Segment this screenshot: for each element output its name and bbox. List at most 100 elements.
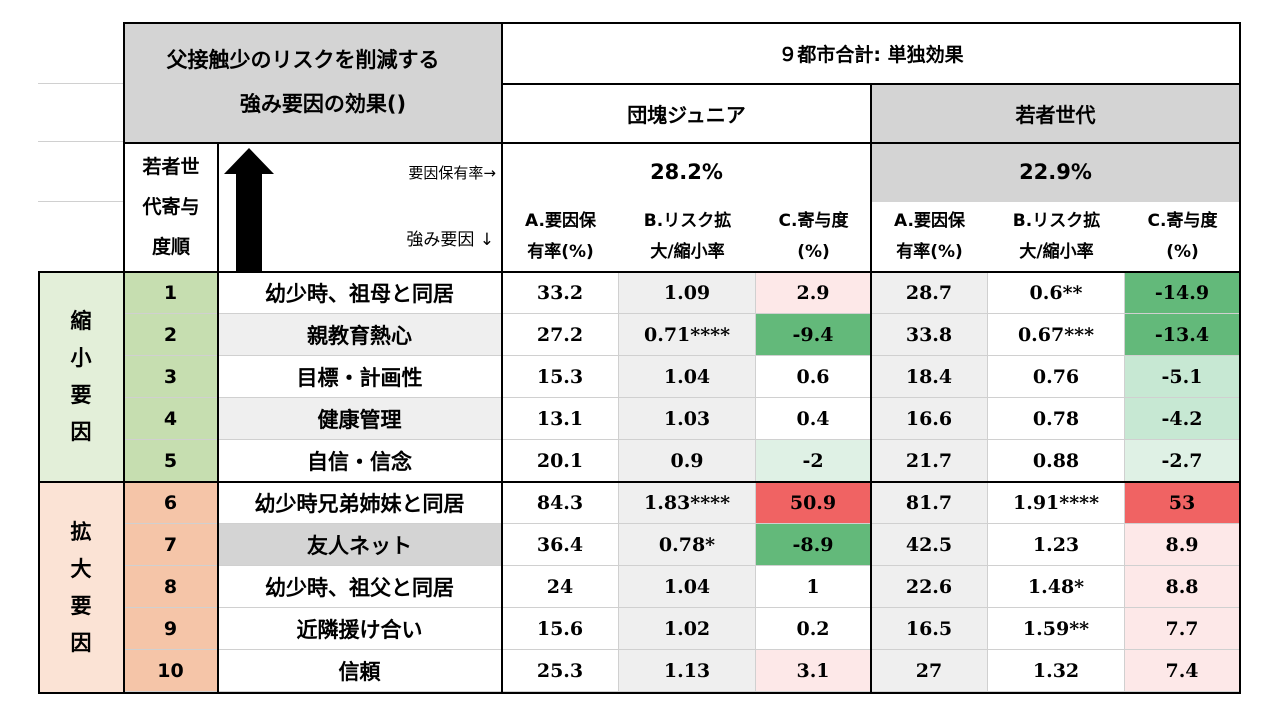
factor-name-cell: 幼少時兄弟姉妹と同居 [218, 482, 502, 524]
rank-cell: 4 [124, 398, 218, 440]
value-cell-b2: 0.76 [988, 356, 1125, 398]
value-cell-c1: -9.4 [756, 314, 871, 356]
reduce-factors-label: 縮 小 要 因 [38, 272, 124, 482]
value-cell-c2: -14.9 [1125, 272, 1240, 314]
value-cell-a1: 25.3 [502, 650, 619, 692]
value-cell-c2: -2.7 [1125, 440, 1240, 482]
possession-rate-young: 22.9% [871, 142, 1240, 202]
rank-cell: 1 [124, 272, 218, 314]
expand-factors-label: 拡 大 要 因 [38, 482, 124, 693]
rank-header-line-2: 代寄与 [142, 196, 200, 218]
blank-cell [38, 142, 124, 202]
value-cell-c1: 0.2 [756, 608, 871, 650]
expand-label-char: 因 [70, 630, 92, 655]
rank-cell: 10 [124, 650, 218, 692]
value-cell-c2: -5.1 [1125, 356, 1240, 398]
blank-cell [38, 202, 124, 272]
group-header-young: 若者世代 [871, 84, 1240, 142]
value-cell-b1: 1.04 [619, 356, 756, 398]
factor-name-cell: 自信・信念 [218, 440, 502, 482]
reduce-label-char: 縮 [70, 309, 92, 333]
possession-rate-dankai: 28.2% [502, 142, 871, 202]
value-cell-c2: 8.8 [1125, 566, 1240, 608]
value-cell-b1: 1.02 [619, 608, 756, 650]
value-cell-b2: 0.67*** [988, 314, 1125, 356]
col-a-line-2: 有率(%) [896, 242, 963, 262]
value-cell-a1: 36.4 [502, 524, 619, 566]
col-a-line-1: A.要因保 [894, 211, 965, 231]
value-cell-b1: 1.09 [619, 272, 756, 314]
value-cell-b1: 0.71**** [619, 314, 756, 356]
blank-cell [38, 84, 124, 142]
value-cell-b2: 1.48* [988, 566, 1125, 608]
value-cell-b2: 0.6** [988, 272, 1125, 314]
value-cell-a2: 27 [871, 650, 988, 692]
col-b-line-2: 大/縮小率 [1019, 242, 1094, 262]
rank-cell: 8 [124, 566, 218, 608]
value-cell-a2: 16.6 [871, 398, 988, 440]
factor-name-cell: 健康管理 [218, 398, 502, 440]
table-title: 父接触少のリスクを削減する 強み要因の効果() [124, 22, 502, 142]
possession-rate-label: 要因保有率→ [218, 142, 502, 202]
factor-name-cell: 友人ネット [218, 524, 502, 566]
value-cell-a1: 24 [502, 566, 619, 608]
rank-cell: 5 [124, 440, 218, 482]
factor-name-cell: 幼少時、祖父と同居 [218, 566, 502, 608]
rank-column-header: 若者世 代寄与 度順 [124, 142, 218, 272]
up-arrow-icon [224, 148, 274, 272]
value-cell-c2: 53 [1125, 482, 1240, 524]
value-cell-b2: 0.78 [988, 398, 1125, 440]
value-cell-a1: 15.6 [502, 608, 619, 650]
col-b-line-2: 大/縮小率 [650, 242, 725, 262]
group-header-dankai-junior: 団塊ジュニア [502, 84, 871, 142]
value-cell-b2: 1.23 [988, 524, 1125, 566]
value-cell-b2: 1.32 [988, 650, 1125, 692]
reduce-label-char: 要 [70, 383, 92, 407]
rank-cell: 7 [124, 524, 218, 566]
value-cell-c1: 3.1 [756, 650, 871, 692]
col-b-line-1: B.リスク拡 [643, 211, 732, 231]
strength-factor-label: 強み要因 ↓ [218, 202, 502, 272]
value-cell-b1: 1.03 [619, 398, 756, 440]
col-c-line-2: (%) [797, 242, 830, 262]
value-cell-b2: 1.59** [988, 608, 1125, 650]
value-cell-c1: -2 [756, 440, 871, 482]
rank-cell: 2 [124, 314, 218, 356]
expand-label-char: 大 [70, 556, 92, 581]
col-b-header-dankai: B.リスク拡 大/縮小率 [619, 202, 756, 272]
col-b-line-1: B.リスク拡 [1012, 211, 1101, 231]
value-cell-c1: 50.9 [756, 482, 871, 524]
value-cell-a1: 20.1 [502, 440, 619, 482]
value-cell-b1: 0.9 [619, 440, 756, 482]
factor-name-cell: 目標・計画性 [218, 356, 502, 398]
value-cell-c1: 1 [756, 566, 871, 608]
value-cell-a2: 18.4 [871, 356, 988, 398]
expand-label-char: 要 [70, 593, 92, 618]
value-cell-c1: -8.9 [756, 524, 871, 566]
col-c-header-dankai: C.寄与度 (%) [756, 202, 871, 272]
rank-cell: 9 [124, 608, 218, 650]
value-cell-b2: 1.91**** [988, 482, 1125, 524]
value-cell-b1: 1.13 [619, 650, 756, 692]
value-cell-c1: 2.9 [756, 272, 871, 314]
reduce-label-char: 小 [70, 346, 92, 370]
value-cell-c1: 0.4 [756, 398, 871, 440]
blank-cell [38, 22, 124, 84]
col-c-header-young: C.寄与度 (%) [1125, 202, 1240, 272]
title-line-2: 強み要因の効果() [239, 92, 407, 116]
value-cell-a2: 21.7 [871, 440, 988, 482]
value-cell-c2: 7.7 [1125, 608, 1240, 650]
rank-header-line-1: 若者世 [142, 156, 200, 178]
reduce-label-char: 因 [70, 420, 92, 444]
factor-name-cell: 幼少時、祖母と同居 [218, 272, 502, 314]
value-cell-b1: 0.78* [619, 524, 756, 566]
rank-header-line-3: 度順 [151, 236, 190, 258]
value-cell-b2: 0.88 [988, 440, 1125, 482]
col-c-line-1: C.寄与度 [1147, 211, 1218, 231]
value-cell-a1: 84.3 [502, 482, 619, 524]
rank-cell: 6 [124, 482, 218, 524]
col-a-header-young: A.要因保有率(%) [871, 202, 988, 272]
rank-cell: 3 [124, 356, 218, 398]
col-a-header-dankai: A.要因保 有率(%) [502, 202, 619, 272]
value-cell-c2: -13.4 [1125, 314, 1240, 356]
